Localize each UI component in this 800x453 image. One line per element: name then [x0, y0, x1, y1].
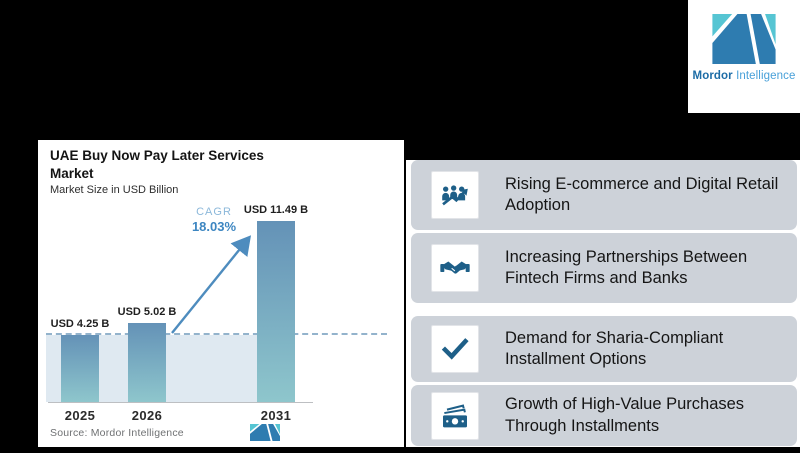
driver-text: Demand for Sharia-Compliant Installment … [505, 328, 724, 368]
chart-title-line2: Market [50, 165, 94, 181]
bar-value-label: USD 4.25 B [50, 318, 110, 330]
chart-card: UAE Buy Now Pay Later Services Market Ma… [38, 140, 404, 447]
cagr-value: 18.03% [191, 219, 237, 234]
drivers-panel: Rising E-commerce and Digital Retail Ado… [406, 160, 800, 447]
bar-rect-2026 [128, 323, 166, 402]
driver-card-partnerships: Increasing Partnerships Between Fintech … [411, 233, 797, 303]
bar-rect-2031 [257, 221, 295, 402]
mordor-logo-icon [712, 14, 776, 64]
driver-text: Increasing Partnerships Between Fintech … [505, 247, 748, 287]
driver-card-sharia: Demand for Sharia-Compliant Installment … [411, 316, 797, 382]
source-label: Source: [50, 427, 88, 439]
checkmark-icon [441, 338, 469, 360]
bar-value-label: USD 11.49 B [243, 204, 309, 216]
source-note: Source: Mordor Intelligence [50, 427, 184, 439]
driver-icon-box [431, 391, 479, 440]
brand-name: Mordor Intelligence [693, 70, 796, 82]
brand-logo-box: Mordor Intelligence [688, 0, 800, 113]
year-label-2025: 2025 [64, 408, 96, 423]
people-growth-icon [442, 185, 468, 206]
cagr-annotation: CAGR 18.03% [164, 206, 264, 234]
x-axis-line [48, 402, 313, 403]
bar-rect-2025 [61, 335, 99, 402]
year-label-2031: 2031 [260, 408, 292, 423]
driver-card-ecommerce: Rising E-commerce and Digital Retail Ado… [411, 160, 797, 230]
chart-title: UAE Buy Now Pay Later Services Market [50, 147, 350, 183]
bar-value-label: USD 5.02 B [117, 306, 177, 318]
brand-name-bold: Mordor [692, 70, 733, 82]
growth-arrow-icon [171, 235, 252, 334]
reference-dashline [46, 333, 387, 335]
plot-area: USD 4.25 B USD 5.02 B USD 11.49 B [46, 204, 396, 402]
year-label-2026: 2026 [131, 408, 163, 423]
driver-card-high-value: Growth of High-Value Purchases Through I… [411, 385, 797, 446]
source-value: Mordor Intelligence [90, 427, 184, 439]
driver-text: Rising E-commerce and Digital Retail Ado… [505, 174, 779, 214]
driver-icon-box [431, 171, 479, 219]
driver-icon-box [431, 325, 479, 373]
driver-icon-box [431, 244, 479, 292]
chart-subtitle: Market Size in USD Billion [50, 184, 179, 196]
handshake-icon [440, 261, 470, 274]
driver-text: Growth of High-Value Purchases Through I… [505, 395, 745, 435]
chart-title-line1: UAE Buy Now Pay Later Services [50, 148, 264, 163]
brand-name-light: Intelligence [736, 70, 796, 82]
cagr-label: CAGR [196, 206, 232, 218]
mini-logo-icon [250, 424, 280, 441]
banknote-icon [443, 403, 467, 427]
